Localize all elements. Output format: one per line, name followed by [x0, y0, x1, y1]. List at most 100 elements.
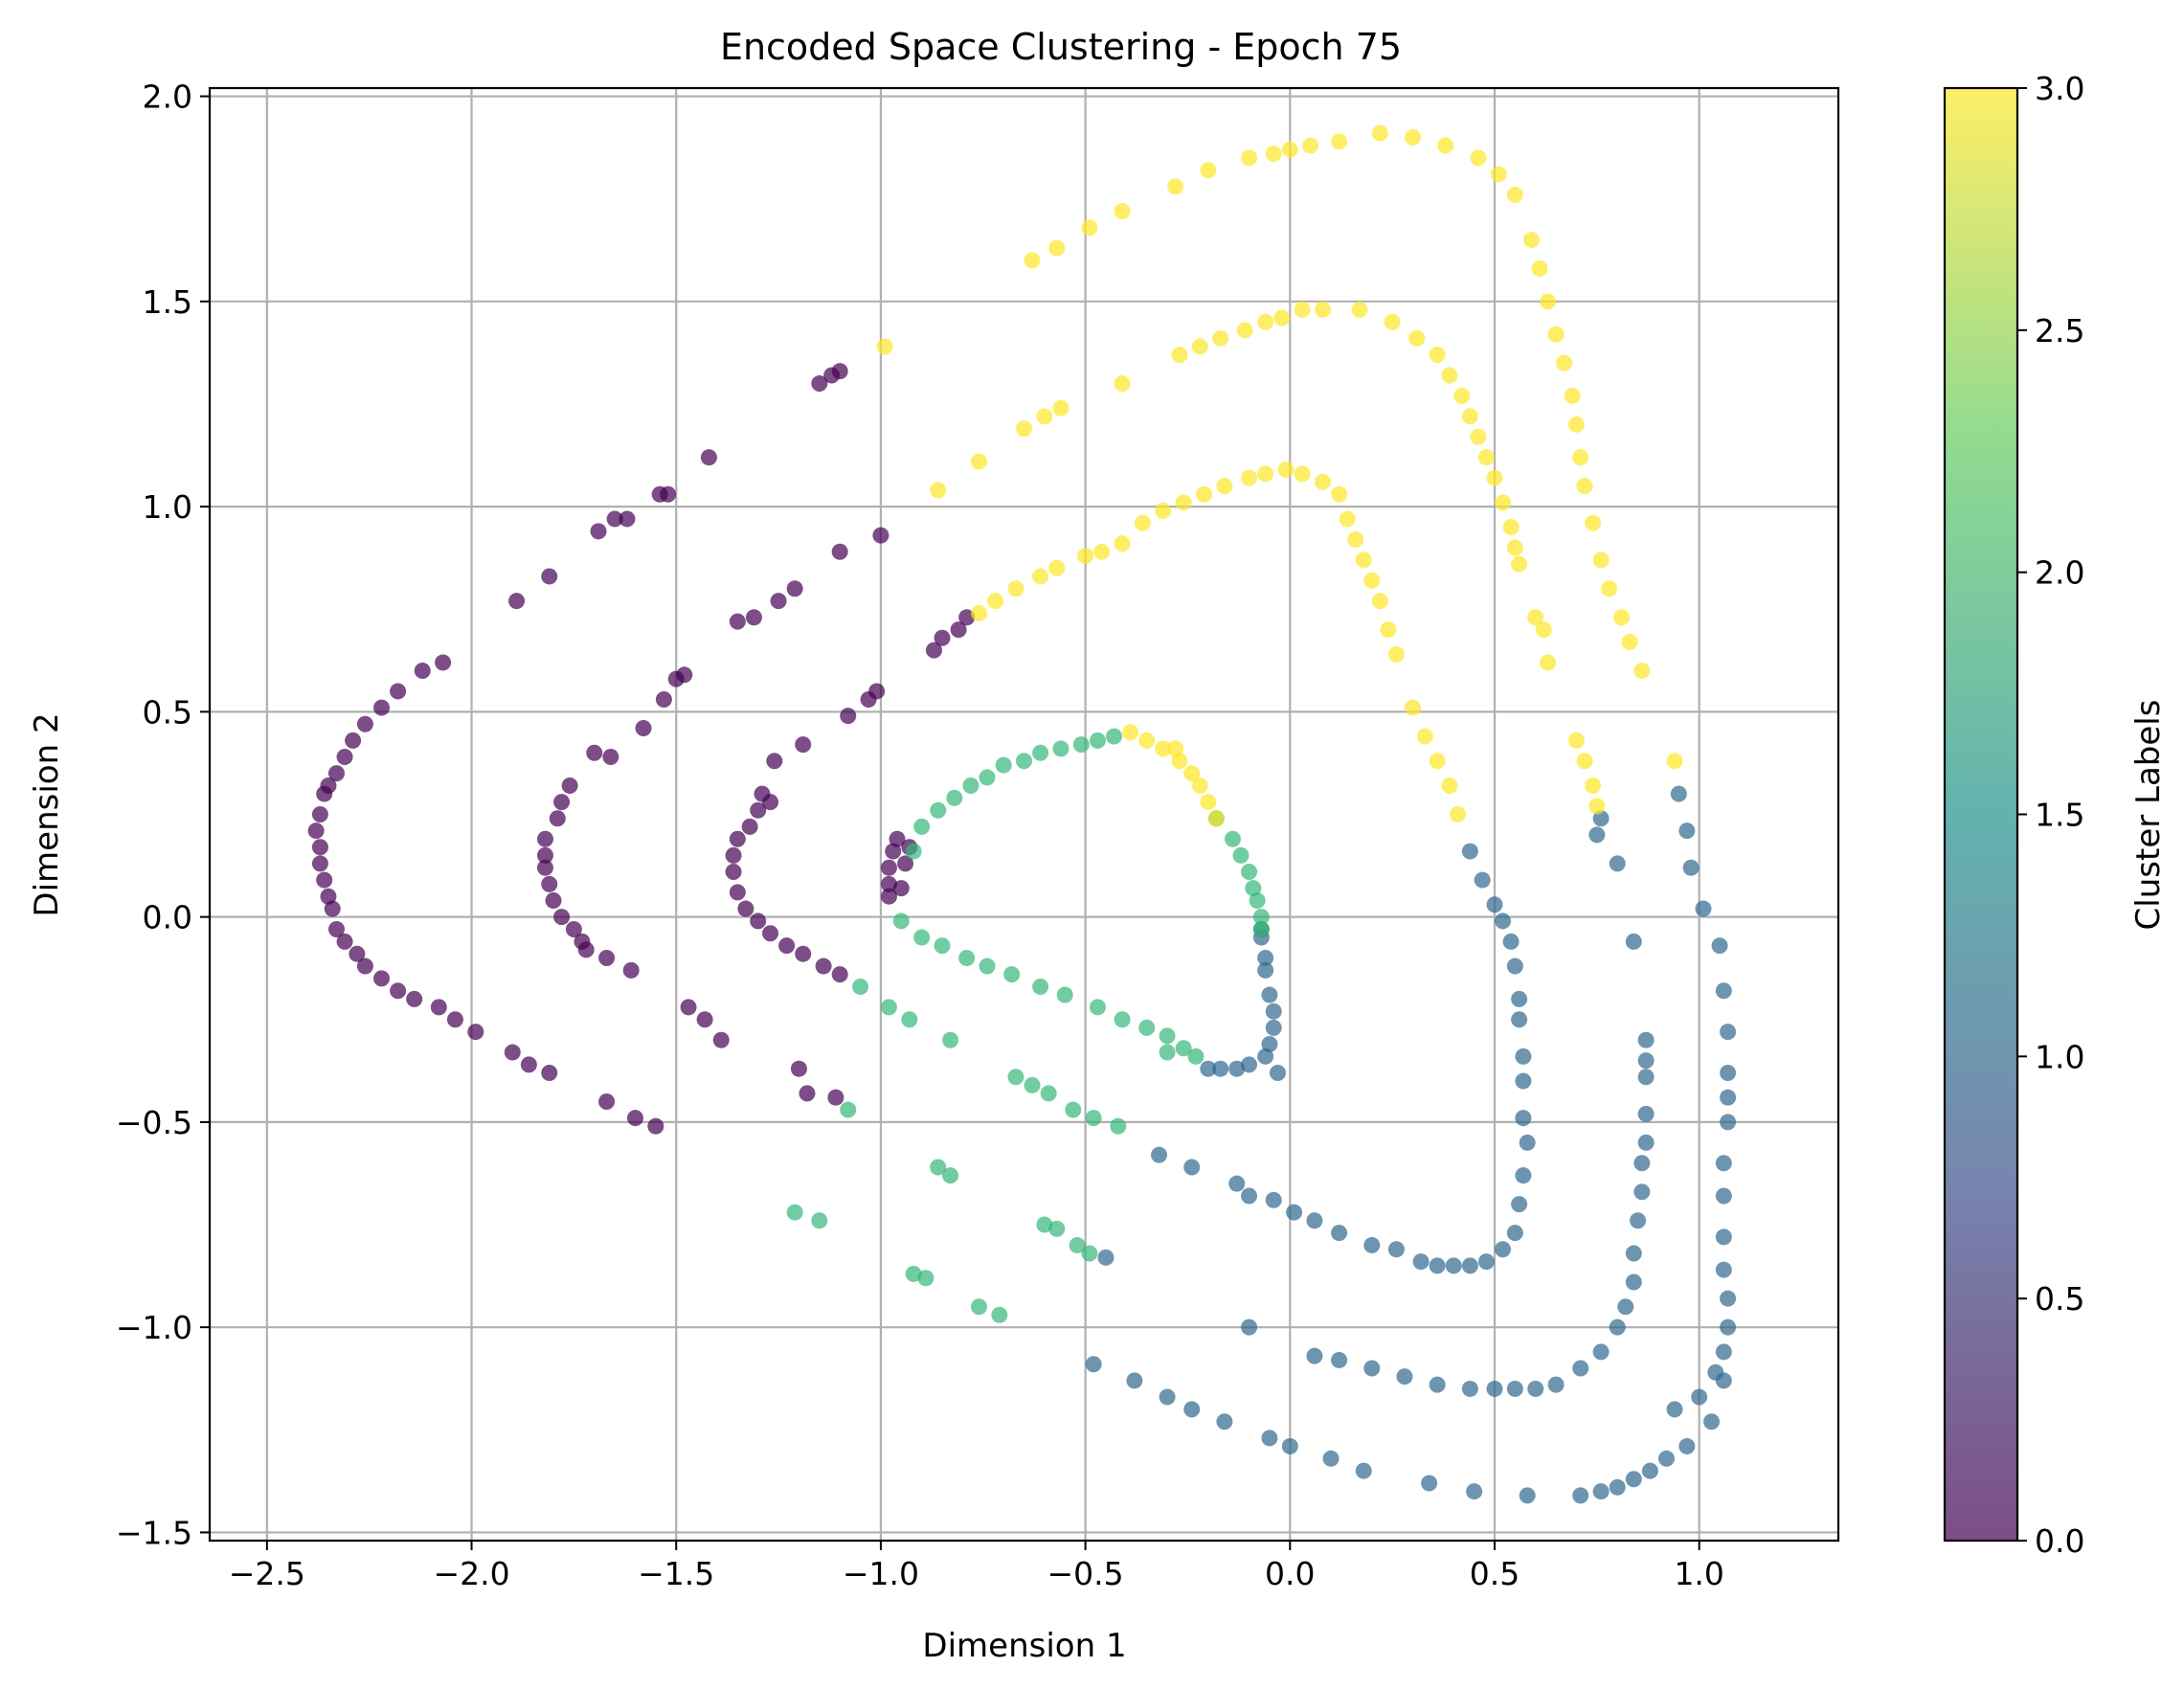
- data-point-cluster-1: [1097, 1249, 1115, 1266]
- data-point-cluster-3: [987, 593, 1004, 610]
- data-point-cluster-3: [1355, 552, 1372, 569]
- data-point-cluster-1: [1592, 1343, 1610, 1361]
- data-point-cluster-0: [680, 999, 697, 1016]
- data-point-cluster-1: [1715, 1343, 1732, 1361]
- data-point-cluster-1: [1396, 1368, 1413, 1386]
- data-point-cluster-3: [1155, 502, 1172, 519]
- data-point-cluster-0: [536, 846, 553, 864]
- data-point-cluster-0: [795, 736, 812, 754]
- data-point-cluster-2: [1089, 999, 1106, 1016]
- data-point-cluster-3: [1486, 469, 1503, 486]
- data-point-cluster-1: [1212, 1060, 1229, 1077]
- data-point-cluster-0: [840, 708, 857, 725]
- data-point-cluster-0: [725, 846, 742, 864]
- data-point-cluster-1: [1715, 1261, 1732, 1278]
- data-point-cluster-3: [1175, 494, 1192, 511]
- data-point-cluster-3: [1191, 777, 1208, 795]
- data-point-cluster-1: [1637, 1134, 1655, 1151]
- data-point-cluster-0: [541, 568, 558, 585]
- data-point-cluster-1: [1331, 1351, 1348, 1368]
- data-point-cluster-0: [430, 999, 447, 1016]
- data-point-cluster-1: [1461, 1257, 1478, 1274]
- data-point-cluster-3: [1511, 555, 1528, 573]
- data-point-cluster-0: [316, 871, 333, 889]
- data-point-cluster-3: [1036, 408, 1053, 425]
- data-point-cluster-2: [991, 1306, 1008, 1323]
- data-point-cluster-3: [1281, 141, 1298, 158]
- data-point-cluster-2: [1065, 1101, 1082, 1118]
- data-point-cluster-1: [1429, 1257, 1446, 1274]
- data-point-cluster-3: [1216, 478, 1233, 495]
- data-point-cluster-0: [356, 715, 373, 732]
- data-point-cluster-2: [840, 1101, 857, 1118]
- data-point-cluster-1: [1519, 1134, 1536, 1151]
- data-point-cluster-2: [1085, 1110, 1102, 1127]
- y-tick-label: −1.5: [116, 1514, 192, 1551]
- data-point-cluster-3: [1429, 347, 1446, 364]
- data-point-cluster-1: [1633, 1183, 1651, 1201]
- data-point-cluster-1: [1720, 1024, 1737, 1041]
- data-point-cluster-1: [1572, 1360, 1589, 1377]
- data-point-cluster-0: [778, 937, 796, 955]
- data-point-cluster-1: [1461, 1380, 1478, 1397]
- data-point-cluster-1: [1241, 1056, 1258, 1073]
- data-point-cluster-1: [1241, 1318, 1258, 1336]
- data-point-cluster-0: [762, 925, 779, 942]
- data-point-cluster-1: [1429, 1376, 1446, 1393]
- colorbar-tick-label: 2.5: [2035, 312, 2084, 349]
- data-point-cluster-1: [1592, 1483, 1610, 1500]
- data-point-cluster-1: [1515, 1048, 1532, 1065]
- colorbar-tick-label: 2.0: [2035, 554, 2084, 592]
- data-point-cluster-1: [1216, 1413, 1233, 1431]
- data-points: [307, 124, 1737, 1504]
- data-point-cluster-1: [1678, 822, 1696, 840]
- data-point-cluster-1: [1547, 1376, 1565, 1393]
- data-point-cluster-1: [1678, 1437, 1696, 1454]
- data-point-cluster-1: [1657, 1450, 1675, 1467]
- data-point-cluster-0: [635, 720, 652, 737]
- data-point-cluster-3: [1585, 777, 1602, 795]
- data-point-cluster-1: [1703, 1413, 1721, 1431]
- data-point-cluster-0: [795, 945, 812, 962]
- data-point-cluster-1: [1592, 810, 1610, 827]
- data-point-cluster-0: [553, 909, 571, 926]
- data-point-cluster-1: [1261, 1035, 1278, 1052]
- data-point-cluster-1: [1637, 1052, 1655, 1070]
- data-point-cluster-1: [1286, 1204, 1303, 1221]
- data-point-cluster-1: [1609, 855, 1626, 872]
- data-point-cluster-3: [1241, 469, 1258, 486]
- x-tick-label: −0.5: [1047, 1555, 1124, 1592]
- data-point-cluster-1: [1421, 1475, 1438, 1492]
- data-point-cluster-0: [622, 961, 640, 979]
- data-point-cluster-0: [324, 900, 341, 917]
- data-point-cluster-1: [1257, 1048, 1274, 1065]
- data-point-cluster-3: [1048, 239, 1066, 257]
- x-tick-label: −1.5: [638, 1555, 714, 1592]
- data-point-cluster-1: [1715, 1228, 1732, 1246]
- data-point-cluster-3: [1592, 552, 1610, 569]
- data-point-cluster-0: [327, 765, 345, 782]
- data-point-cluster-3: [1380, 621, 1397, 639]
- data-point-cluster-0: [626, 1110, 643, 1127]
- data-point-cluster-3: [1048, 559, 1066, 576]
- data-point-cluster-2: [958, 949, 976, 966]
- data-point-cluster-2: [901, 1011, 918, 1028]
- data-point-cluster-1: [1666, 1401, 1683, 1418]
- data-point-cluster-1: [1477, 1253, 1495, 1271]
- data-point-cluster-1: [1495, 913, 1512, 930]
- data-point-cluster-3: [1429, 753, 1446, 770]
- data-point-cluster-0: [889, 830, 906, 847]
- data-point-cluster-3: [1441, 777, 1458, 795]
- data-point-cluster-0: [811, 375, 828, 393]
- data-point-cluster-1: [1695, 900, 1712, 917]
- data-point-cluster-3: [1138, 732, 1156, 749]
- data-point-cluster-3: [1540, 293, 1557, 310]
- data-point-cluster-0: [950, 621, 967, 639]
- data-point-cluster-1: [1617, 1298, 1634, 1316]
- data-point-cluster-1: [1085, 1356, 1102, 1373]
- data-point-cluster-0: [725, 863, 742, 880]
- data-point-cluster-3: [1171, 753, 1188, 770]
- data-point-cluster-3: [1134, 514, 1151, 531]
- data-point-cluster-3: [1437, 137, 1454, 154]
- data-point-cluster-1: [1261, 986, 1278, 1003]
